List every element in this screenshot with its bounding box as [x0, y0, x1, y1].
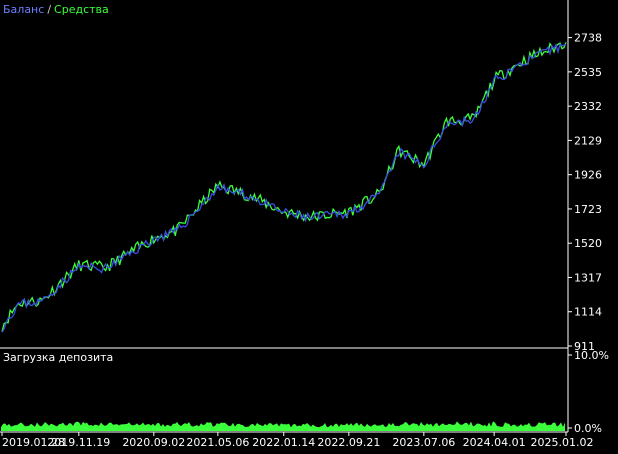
- x-tick-label: 2022.09.21: [317, 436, 380, 449]
- main-plot: [1, 41, 567, 333]
- deposit-load-plot: [1, 421, 565, 431]
- y-tick-label: 2332: [574, 100, 602, 113]
- y-tick-label: 1926: [574, 169, 602, 182]
- legend-equity: Средства: [54, 3, 109, 16]
- x-tick-label: 2025.01.02: [531, 436, 594, 449]
- equity-line: [1, 41, 567, 332]
- x-tick-label: 2020.09.02: [122, 436, 185, 449]
- sub-y-tick-label: 0.0%: [574, 422, 602, 435]
- x-tick-label: 2021.05.06: [186, 436, 249, 449]
- y-tick-label: 1723: [574, 203, 602, 216]
- deposit-load-area: [1, 421, 565, 431]
- x-tick-label: 2019.11.19: [47, 436, 110, 449]
- x-tick-label: 2024.04.01: [463, 436, 526, 449]
- x-tick-label: 2019.01.28: [2, 436, 65, 449]
- legend: Баланс Средства /: [3, 3, 109, 16]
- deposit-load-title: Загрузка депозита: [3, 351, 113, 364]
- y-tick-label: 1114: [574, 306, 602, 319]
- legend-balance: Баланс: [3, 3, 44, 16]
- sub-y-tick-label: 10.0%: [574, 349, 609, 362]
- balance-line: [1, 43, 567, 333]
- y-tick-label: 911: [574, 340, 595, 353]
- axes: 911 1114 1317 1520 1723 1926 2129 2332 2535 2738 1…: [0, 0, 609, 449]
- y-tick-label: 1317: [574, 271, 602, 284]
- y-tick-label: 2738: [574, 32, 602, 45]
- y-tick-label: 1520: [574, 237, 602, 250]
- x-tick-label: 2023.07.06: [392, 436, 455, 449]
- y-tick-label: 2535: [574, 66, 602, 79]
- x-tick-label: 2022.01.14: [252, 436, 315, 449]
- y-tick-label: 2129: [574, 134, 602, 147]
- legend-separator: /: [47, 3, 51, 16]
